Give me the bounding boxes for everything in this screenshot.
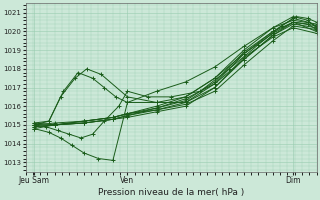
X-axis label: Pression niveau de la mer( hPa ): Pression niveau de la mer( hPa )	[98, 188, 244, 197]
